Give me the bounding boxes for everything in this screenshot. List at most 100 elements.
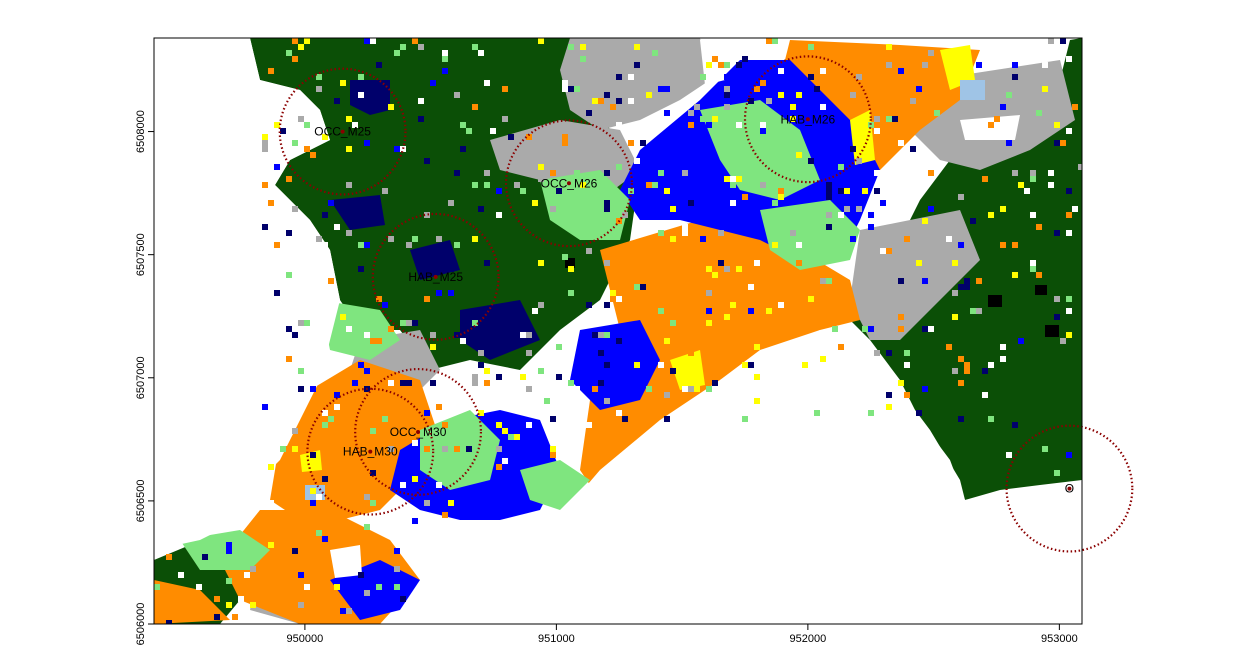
navy-patch-3 bbox=[460, 300, 540, 360]
raster-cell bbox=[280, 128, 286, 134]
raster-cell bbox=[1030, 212, 1036, 218]
raster-cell bbox=[292, 38, 298, 44]
raster-cell bbox=[634, 362, 640, 368]
raster-cell bbox=[868, 212, 874, 218]
raster-cell bbox=[454, 242, 460, 248]
raster-cell bbox=[874, 188, 880, 194]
raster-cell bbox=[478, 362, 484, 368]
raster-cell bbox=[412, 38, 418, 44]
raster-cell bbox=[670, 320, 676, 326]
raster-cell bbox=[616, 212, 622, 218]
raster-cell bbox=[982, 368, 988, 374]
raster-cell bbox=[640, 140, 646, 146]
raster-cell bbox=[640, 284, 646, 290]
raster-cell bbox=[760, 122, 766, 128]
site-point bbox=[416, 429, 421, 434]
raster-cell bbox=[520, 374, 526, 380]
raster-cell bbox=[694, 104, 700, 110]
raster-cell bbox=[1000, 356, 1006, 362]
raster-cell bbox=[652, 50, 658, 56]
raster-cell bbox=[346, 182, 352, 188]
raster-cell bbox=[334, 98, 340, 104]
raster-cell bbox=[304, 140, 310, 146]
raster-cell bbox=[538, 164, 544, 170]
raster-cell bbox=[796, 242, 802, 248]
raster-cell bbox=[604, 422, 610, 428]
raster-cell bbox=[1006, 452, 1012, 458]
raster-cell bbox=[532, 200, 538, 206]
raster-cell bbox=[658, 362, 664, 368]
raster-cell bbox=[670, 368, 676, 374]
raster-cell bbox=[538, 38, 544, 44]
raster-cell bbox=[1030, 260, 1036, 266]
raster-cell bbox=[376, 296, 382, 302]
raster-cell bbox=[658, 86, 664, 92]
raster-cell bbox=[688, 200, 694, 206]
raster-cell bbox=[820, 356, 826, 362]
raster-cell bbox=[358, 242, 364, 248]
raster-cell bbox=[376, 584, 382, 590]
raster-cell bbox=[364, 38, 370, 44]
raster-cell bbox=[472, 44, 478, 50]
raster-cell bbox=[964, 368, 970, 374]
raster-cell bbox=[286, 272, 292, 278]
raster-cell bbox=[604, 332, 610, 338]
raster-cell bbox=[592, 98, 598, 104]
raster-cell bbox=[376, 62, 382, 68]
raster-cell bbox=[262, 296, 268, 302]
raster-cell bbox=[682, 170, 688, 176]
raster-cell bbox=[598, 332, 604, 338]
raster-cell bbox=[574, 386, 580, 392]
raster-cell bbox=[340, 584, 346, 590]
raster-cell bbox=[904, 350, 910, 356]
x-tick-label: 953000 bbox=[1041, 633, 1078, 645]
raster-cell bbox=[922, 278, 928, 284]
raster-cell bbox=[550, 416, 556, 422]
raster-cell bbox=[634, 284, 640, 290]
raster-cell bbox=[472, 374, 478, 380]
raster-cell bbox=[196, 584, 202, 590]
navy-patch-2 bbox=[330, 195, 385, 230]
raster-cell bbox=[1078, 164, 1082, 170]
raster-cell bbox=[778, 188, 784, 194]
raster-cell bbox=[856, 206, 862, 212]
raster-cell bbox=[1060, 38, 1066, 44]
raster-cell bbox=[1048, 170, 1054, 176]
black-patch-4 bbox=[1045, 325, 1059, 337]
raster-cell bbox=[682, 386, 688, 392]
raster-cell bbox=[988, 416, 994, 422]
raster-cell bbox=[496, 464, 502, 470]
raster-cell bbox=[280, 446, 286, 452]
raster-cell bbox=[946, 236, 952, 242]
raster-cell bbox=[580, 56, 586, 62]
raster-cell bbox=[826, 212, 832, 218]
raster-cell bbox=[928, 170, 934, 176]
raster-cell bbox=[664, 188, 670, 194]
raster-cell bbox=[1030, 170, 1036, 176]
raster-cell bbox=[874, 170, 880, 176]
raster-cell bbox=[856, 74, 862, 80]
raster-cell bbox=[568, 266, 574, 272]
raster-cell bbox=[952, 368, 958, 374]
raster-cell bbox=[634, 62, 640, 68]
raster-cell bbox=[346, 230, 352, 236]
raster-cell bbox=[598, 380, 604, 386]
raster-cell bbox=[580, 182, 586, 188]
raster-cell bbox=[310, 386, 316, 392]
raster-cell bbox=[424, 500, 430, 506]
raster-cell bbox=[574, 86, 580, 92]
raster-cell bbox=[886, 194, 892, 200]
raster-cell bbox=[970, 308, 976, 314]
raster-cell bbox=[886, 392, 892, 398]
raster-cell bbox=[820, 104, 826, 110]
raster-cell bbox=[628, 56, 634, 62]
lightblue-patch-1 bbox=[960, 80, 985, 100]
raster-cell bbox=[616, 338, 622, 344]
raster-cell bbox=[706, 122, 712, 128]
raster-cell bbox=[1012, 242, 1018, 248]
raster-cell bbox=[1066, 452, 1072, 458]
raster-cell bbox=[682, 230, 688, 236]
raster-cell bbox=[916, 86, 922, 92]
raster-cell bbox=[394, 146, 400, 152]
raster-cell bbox=[616, 164, 622, 170]
